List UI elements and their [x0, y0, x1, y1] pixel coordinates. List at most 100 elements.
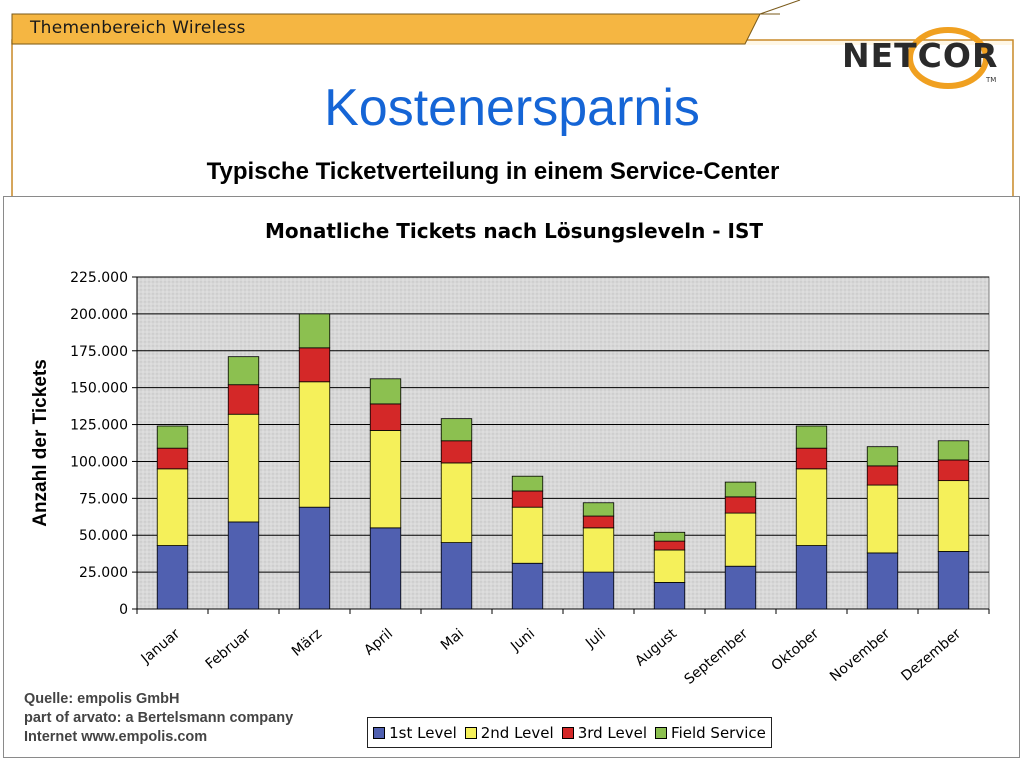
bar-segment [227, 413, 260, 523]
bar-segment [369, 527, 402, 610]
x-tick-label: Oktober [769, 626, 823, 675]
bar-segment [724, 481, 757, 498]
legend-item: 2nd Level [464, 724, 554, 742]
header-diagonal-line [759, 0, 801, 15]
bar-segment [298, 381, 331, 508]
bar-segment [227, 356, 260, 386]
bar-segment [440, 418, 473, 442]
bar-segment [866, 552, 899, 610]
slide-subtitle: Typische Ticketverteilung in einem Servi… [206, 158, 780, 185]
bar-segment [298, 313, 331, 349]
bar-segment [227, 521, 260, 610]
y-tick-label: 75.000 [79, 491, 128, 507]
y-tick-labels: 0 25.000 50.000 75.000 100.000 125.000 150.000… [70, 270, 128, 618]
bar-segment [511, 490, 544, 508]
legend-label: 3rd Level [577, 723, 648, 742]
bar-segment [795, 425, 828, 449]
source-note: Quelle: empolis GmbH part of arvato: a B… [24, 690, 293, 747]
plot-area [136, 276, 990, 610]
chart-legend: 1st Level 2nd Level 3rd Level Field Service [367, 717, 772, 748]
bar-segment [653, 540, 686, 551]
logo-trademark: TM [986, 76, 997, 84]
legend-swatch [655, 726, 668, 739]
netcor-logo: NETCOR TM [834, 28, 1004, 98]
slide-title: Kostenersparnis [324, 79, 700, 137]
bar-segment [369, 430, 402, 529]
bar-segment [653, 531, 686, 542]
x-tick-label: März [289, 626, 325, 660]
y-tick-label: 200.000 [70, 307, 128, 323]
bar-segment [369, 403, 402, 431]
bar-segment [866, 484, 899, 554]
source-line-3: Internet www.empolis.com [24, 729, 208, 745]
bar-segment [156, 545, 189, 610]
logo-text: NETCOR [842, 36, 999, 75]
bar-segment [724, 512, 757, 567]
bar-segment [511, 562, 544, 610]
bar-segment [582, 527, 615, 573]
bar-segment [653, 549, 686, 583]
y-tick-label: 125.000 [70, 418, 128, 434]
x-tick-label: Mai [438, 626, 467, 654]
bar-segment [298, 506, 331, 610]
bar-segment [227, 384, 260, 415]
stacked-bar-chart: Monatliche Tickets nach Lösungsleveln - … [30, 219, 990, 688]
chart-container: Monatliche Tickets nach Lösungsleveln - … [3, 196, 1020, 758]
section-label: Themenbereich Wireless [30, 18, 246, 38]
bar-segment [440, 440, 473, 464]
bar-segment [298, 347, 331, 383]
x-tick-label: November [827, 626, 893, 685]
x-tick-label: August [632, 625, 680, 669]
y-tick-label: 25.000 [79, 565, 128, 581]
legend-swatch [464, 726, 477, 739]
bar-segment [440, 462, 473, 544]
bar-segment [866, 465, 899, 486]
legend-swatch [373, 726, 386, 739]
x-tick-label: Dezember [898, 626, 964, 685]
x-tick-labels: Januar Februar März April Mai Juni Juli August S… [136, 609, 990, 688]
bar-segment [156, 468, 189, 546]
bar-segment [156, 447, 189, 470]
bar-segment [937, 459, 970, 482]
bar-segment [724, 565, 757, 610]
bar-segment [795, 545, 828, 610]
bar-segment [937, 551, 970, 610]
x-tick-label: April [361, 626, 396, 659]
bar-segment [511, 475, 544, 492]
bar-segment [440, 542, 473, 610]
bar-segment [724, 496, 757, 514]
bar-segment [937, 480, 970, 552]
x-tick-label: Februar [203, 626, 255, 673]
bars [156, 313, 970, 610]
x-tick-label: Juli [582, 626, 609, 652]
gridlines [132, 276, 989, 610]
x-tick-label: September [682, 626, 752, 688]
bar-segment [653, 582, 686, 610]
y-tick-label: 150.000 [70, 381, 128, 397]
logo-swoosh-icon [907, 27, 989, 89]
bar-segment [582, 502, 615, 517]
bar-segment [369, 378, 402, 405]
bar-segment [582, 515, 615, 529]
legend-swatch [561, 726, 574, 739]
y-tick-label: 50.000 [79, 528, 128, 544]
y-tick-label: 225.000 [70, 270, 128, 286]
bar-segment [937, 440, 970, 461]
bar-segment [795, 447, 828, 470]
legend-item: 3rd Level [561, 723, 648, 742]
y-axis-label: Anzahl der Tickets [30, 359, 51, 527]
bar-segment [511, 506, 544, 564]
bar-segment [795, 468, 828, 546]
bar-segment [156, 425, 189, 449]
slide-content-area [13, 45, 1012, 197]
x-tick-label: Juni [507, 626, 538, 655]
bar-segment [866, 446, 899, 467]
legend-item: Field Service [655, 724, 766, 742]
bar-segment [582, 571, 615, 610]
source-line-2: part of arvato: a Bertelsmann company [24, 710, 294, 726]
y-tick-label: 175.000 [70, 344, 128, 360]
y-tick-label: 0 [119, 602, 128, 618]
legend-item: 1st Level [373, 724, 457, 742]
legend-label: 1st Level [389, 723, 457, 742]
